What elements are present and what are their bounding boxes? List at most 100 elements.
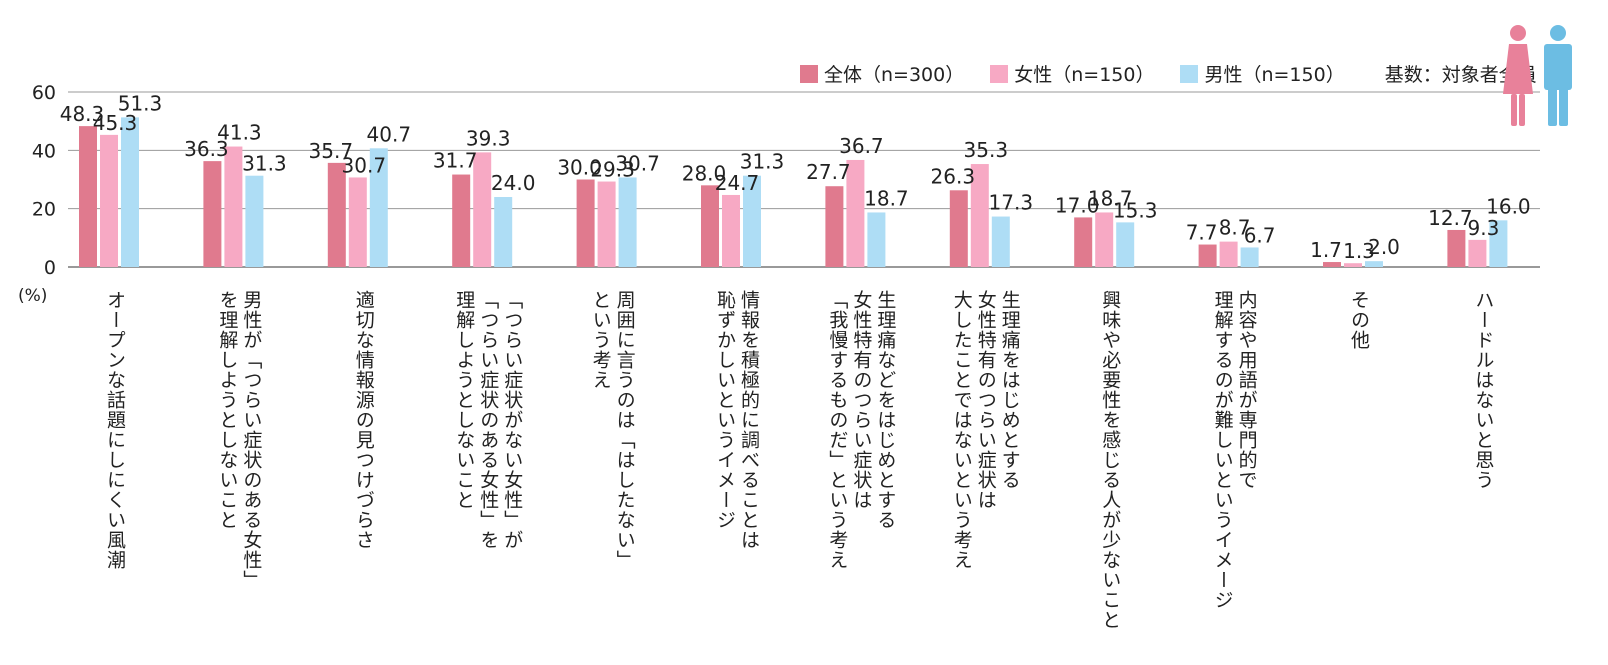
bar-male (618, 177, 637, 267)
bar-male (245, 175, 264, 267)
category-label: 周囲に言うのは「はしたない」 という考え (589, 290, 636, 570)
bar-male (494, 197, 513, 267)
category-label: 「つらい症状がない女性」が 「つらい症状のある女性」を 理解しようとしないこと (453, 290, 524, 550)
bar-female (473, 152, 492, 267)
category-label: 興味や必要性を感じる人が少ないこと (1099, 290, 1122, 630)
legend-item-male: 男性（n=150） (1180, 60, 1345, 87)
bar-male (1489, 220, 1508, 267)
data-label-male: 40.7 (367, 122, 412, 146)
bar-all (203, 161, 222, 267)
category-label: 内容や用語が専門的で 理解するのが難しいというイメージ (1211, 290, 1258, 610)
legend-label-all: 全体（n=300） (824, 64, 965, 86)
y-tick-label: 40 (32, 140, 56, 162)
bar-male (991, 216, 1010, 267)
bar-male (369, 148, 388, 267)
data-label-male: 30.7 (615, 151, 660, 175)
category-label: 男性が「つらい症状のある女性」 を理解しようとしないこと (216, 290, 263, 590)
female-icon (1503, 25, 1533, 126)
bar-all (825, 186, 844, 267)
bar-all (576, 179, 595, 267)
bar-all (1323, 262, 1341, 267)
bar-male (867, 212, 886, 267)
legend-label-male: 男性（n=150） (1204, 64, 1345, 86)
legend-item-all: 全体（n=300） (800, 60, 964, 87)
data-label-female: 36.7 (839, 134, 884, 158)
data-label-female: 39.3 (466, 126, 511, 150)
bar-male (1116, 222, 1135, 267)
data-label-all: 48.3 (60, 102, 105, 126)
data-label-all: 12.7 (1428, 206, 1473, 230)
bar-all (79, 126, 97, 267)
data-label-male: 24.0 (491, 171, 536, 195)
bar-all (452, 174, 471, 267)
data-label-all: 17.0 (1055, 193, 1100, 217)
bar-male (121, 117, 139, 267)
category-label: ハードルはないと思う (1472, 290, 1495, 490)
category-label: その他 (1348, 290, 1370, 350)
bar-female (846, 159, 865, 267)
data-label-male: 31.3 (242, 152, 287, 176)
data-label-all: 1.7 (1310, 238, 1342, 262)
data-label-female: 18.7 (1088, 186, 1133, 210)
bar-female (224, 146, 243, 267)
data-label-female: 41.3 (217, 121, 262, 145)
gender-icons (1503, 25, 1572, 126)
bar-male (1365, 261, 1383, 267)
data-label-female: 29.3 (590, 158, 635, 182)
data-label-all: 27.7 (806, 160, 851, 184)
data-label-all: 30.0 (557, 156, 602, 180)
bar-all (1198, 244, 1217, 267)
category-label: 生理痛をはじめとする 女性特有のつらい症状は 大したことではないという考え (950, 290, 1021, 570)
bar-female (1095, 212, 1114, 267)
bar-female (1344, 263, 1362, 267)
data-label-male: 31.3 (740, 150, 785, 174)
data-label-all: 7.7 (1186, 221, 1218, 245)
y-tick-label: 60 (32, 82, 56, 104)
bar-female (970, 164, 989, 267)
base-note: 基数：対象者全員 (1384, 64, 1537, 86)
bar-all (327, 162, 346, 267)
bar-female (1468, 239, 1487, 267)
legend-swatch-male (1180, 64, 1199, 83)
category-label: 生理痛などをはじめとする 女性特有のつらい症状は 「我慢するものだ」という考え (826, 290, 897, 570)
legend-label-female: 女性（n=150） (1014, 64, 1155, 86)
category-label: 適切な情報源の見つけづらさ (352, 290, 375, 550)
data-label-female: 1.3 (1343, 239, 1375, 263)
male-icon (1544, 25, 1572, 126)
data-label-male: 6.7 (1244, 223, 1276, 247)
category-label: 情報を積極的に調べることは 恥ずかしいというイメージ (714, 290, 760, 550)
data-label-male: 18.7 (864, 186, 909, 210)
legend-item-female: 女性（n=150） (990, 60, 1154, 87)
data-label-all: 36.3 (184, 137, 229, 161)
bar-female (1219, 241, 1238, 267)
bar-female (100, 134, 118, 267)
data-label-female: 24.7 (715, 171, 760, 195)
bar-all (701, 185, 719, 267)
data-label-male: 16.0 (1486, 194, 1531, 218)
bar-all (1074, 217, 1093, 267)
data-label-all: 26.3 (931, 164, 976, 188)
data-label-all: 35.7 (309, 139, 354, 163)
category-label: オープンな話題にしにくい風潮 (104, 290, 126, 570)
data-label-male: 15.3 (1113, 198, 1158, 222)
data-label-all: 31.7 (433, 149, 478, 173)
data-label-female: 9.3 (1467, 216, 1499, 240)
data-label-female: 30.7 (342, 153, 387, 177)
legend-swatch-female (990, 64, 1009, 83)
bar-female (348, 177, 367, 267)
y-tick-label: 0 (44, 257, 56, 279)
legend-swatch-all (800, 64, 818, 83)
bar-female (722, 194, 740, 267)
data-label-male: 17.3 (989, 191, 1034, 215)
unit-label: (%) (18, 286, 48, 306)
data-label-female: 45.3 (93, 111, 138, 135)
data-label-male: 2.0 (1368, 235, 1400, 259)
bar-female (597, 181, 616, 267)
bar-male (1240, 247, 1259, 267)
y-tick-label: 20 (32, 199, 56, 221)
bar-all (949, 190, 968, 267)
legend: 全体（n=300） 女性（n=150） 男性（n=150） 基数：対象者全員 (800, 60, 1537, 87)
bar-male (743, 175, 761, 267)
data-label-female: 8.7 (1219, 216, 1251, 240)
